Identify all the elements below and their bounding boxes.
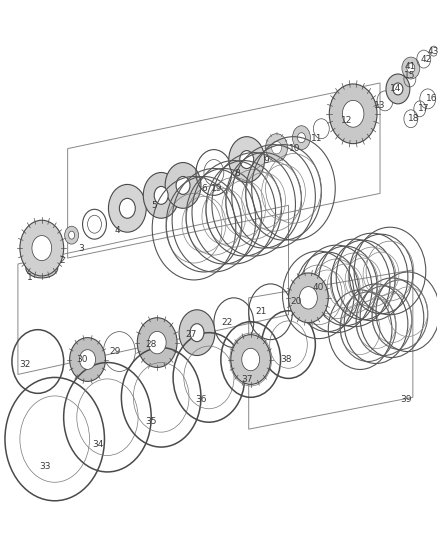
Text: 4: 4	[114, 225, 120, 235]
Text: 40: 40	[312, 284, 323, 293]
Ellipse shape	[79, 350, 95, 369]
Ellipse shape	[297, 133, 305, 143]
Ellipse shape	[190, 324, 204, 342]
Ellipse shape	[392, 83, 402, 95]
Text: 43: 43	[427, 46, 438, 55]
Ellipse shape	[288, 273, 328, 322]
Ellipse shape	[401, 57, 419, 79]
Ellipse shape	[64, 226, 78, 244]
Ellipse shape	[148, 332, 166, 354]
Text: 30: 30	[76, 355, 87, 364]
Text: 32: 32	[19, 360, 31, 369]
Text: 39: 39	[399, 395, 411, 404]
Ellipse shape	[179, 310, 214, 356]
Ellipse shape	[271, 141, 281, 154]
Text: 37: 37	[240, 375, 252, 384]
Ellipse shape	[119, 198, 135, 218]
Ellipse shape	[68, 231, 74, 239]
Text: 20: 20	[290, 297, 301, 306]
Ellipse shape	[32, 236, 52, 261]
Text: 29: 29	[110, 347, 121, 356]
Ellipse shape	[176, 176, 190, 195]
Ellipse shape	[265, 134, 287, 161]
Text: 5: 5	[151, 201, 157, 210]
Ellipse shape	[165, 163, 201, 208]
Text: 18: 18	[407, 114, 419, 123]
Text: 36: 36	[195, 395, 206, 404]
Text: 17: 17	[417, 104, 428, 114]
Ellipse shape	[292, 126, 310, 150]
Ellipse shape	[108, 184, 146, 232]
Ellipse shape	[241, 349, 259, 371]
Text: 14: 14	[389, 84, 401, 93]
Text: 27: 27	[185, 330, 196, 339]
Text: 41: 41	[403, 61, 415, 70]
Ellipse shape	[26, 258, 57, 278]
Text: 12: 12	[340, 116, 351, 125]
Text: 3: 3	[78, 244, 84, 253]
Ellipse shape	[385, 74, 409, 104]
Text: 34: 34	[92, 440, 103, 449]
Ellipse shape	[154, 187, 168, 204]
Text: 8: 8	[233, 169, 239, 178]
Text: 10: 10	[288, 144, 300, 153]
Text: 21: 21	[254, 307, 266, 316]
Ellipse shape	[20, 220, 64, 276]
Ellipse shape	[70, 337, 105, 382]
Text: 1: 1	[27, 273, 33, 282]
Text: 35: 35	[145, 417, 157, 426]
Text: 33: 33	[39, 463, 50, 472]
Text: 13: 13	[374, 101, 385, 110]
Ellipse shape	[342, 100, 363, 127]
Ellipse shape	[239, 151, 253, 168]
Text: 9: 9	[263, 156, 269, 165]
Text: 42: 42	[419, 54, 431, 63]
Text: 16: 16	[425, 94, 437, 103]
Text: 28: 28	[145, 340, 156, 349]
Ellipse shape	[230, 335, 270, 384]
Ellipse shape	[228, 136, 264, 182]
Ellipse shape	[143, 173, 179, 218]
Ellipse shape	[406, 63, 414, 73]
Ellipse shape	[299, 287, 317, 309]
Ellipse shape	[137, 318, 177, 367]
Ellipse shape	[328, 84, 376, 143]
Text: 15: 15	[403, 71, 415, 80]
Text: 6: 6	[201, 184, 206, 193]
Text: 22: 22	[221, 318, 232, 327]
Text: 38: 38	[280, 355, 292, 364]
Text: 19: 19	[211, 184, 222, 193]
Text: 2: 2	[59, 255, 64, 264]
Text: 11: 11	[310, 134, 321, 143]
